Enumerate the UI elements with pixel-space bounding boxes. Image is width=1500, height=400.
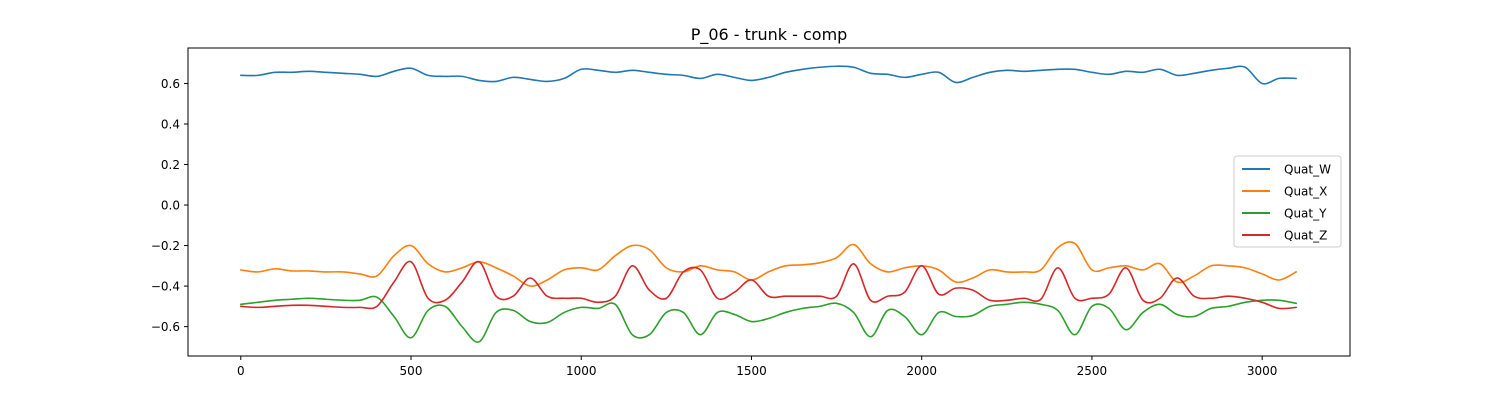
- axes-layer: 0 500 1000 1500 2000 2500 3000 0.6 0.4 0.2 0.0 −0.2…: [151, 47, 1351, 378]
- legend-label: Quat_Y: [1284, 207, 1327, 221]
- legend-label: Quat_Z: [1284, 229, 1327, 243]
- y-tick-label: 0.4: [161, 117, 180, 131]
- x-tick-label: 2000: [906, 364, 937, 378]
- x-tick-label: 0: [237, 364, 245, 378]
- legend-label: Quat_W: [1284, 163, 1331, 177]
- y-tick-label: 0.6: [161, 77, 180, 91]
- y-tick-label: 0.2: [161, 158, 180, 172]
- x-tick-label: 3000: [1247, 364, 1278, 378]
- series-line-quat-z: [239, 260, 1298, 310]
- series-line-quat-y: [239, 295, 1298, 343]
- y-tick-label: 0.0: [161, 199, 180, 213]
- series-layer: [239, 65, 1298, 343]
- x-tick-label: 1000: [566, 364, 597, 378]
- legend-label: Quat_X: [1284, 185, 1327, 199]
- series-line-quat-x: [239, 241, 1298, 287]
- legend: Quat_W Quat_X Quat_Y Quat_Z: [1233, 155, 1342, 248]
- y-tick-label: −0.2: [151, 239, 180, 253]
- x-tick-label: 500: [400, 364, 423, 378]
- legend-box: [1233, 155, 1342, 248]
- chart-title: P_06 - trunk - comp: [691, 25, 848, 45]
- x-tick-label: 2500: [1077, 364, 1108, 378]
- x-tick-label: 1500: [736, 364, 767, 378]
- series-line-quat-w: [239, 65, 1298, 85]
- axes-frame: [187, 47, 1351, 357]
- y-tick-label: −0.4: [151, 280, 180, 294]
- y-tick-label: −0.6: [151, 320, 180, 334]
